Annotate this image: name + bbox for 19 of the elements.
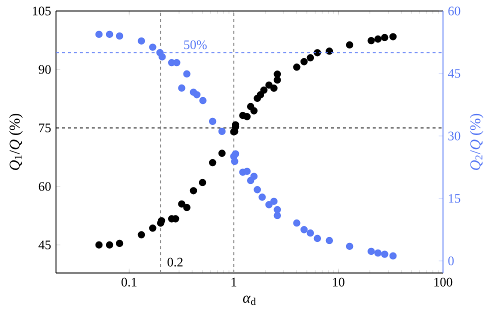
ref-line-label: 50%	[184, 40, 207, 50]
y2-axis-title: Q$_{2}$/Q (%)	[470, 114, 484, 170]
y-tick-label: 90	[38, 65, 51, 74]
y2-tick-label: 30	[448, 132, 460, 140]
y-axis-title: Q$_{1}$/Q (%)	[9, 114, 23, 170]
y-tick-label: 105	[32, 6, 51, 16]
y2-tick-label: 45	[448, 69, 460, 78]
y-tick-label: 45	[38, 240, 51, 250]
x-tick-label: 100	[434, 278, 452, 287]
x-tick-label: 10	[333, 278, 344, 287]
ref-line-label: 0.2	[168, 258, 183, 267]
y2-tick-label: 60	[448, 6, 460, 16]
x-tick-label: 1	[232, 278, 236, 286]
x-tick-label: 0.1	[122, 278, 136, 287]
y2-tick-label: 0	[448, 256, 454, 266]
y-tick-label: 75	[39, 124, 51, 132]
y2-tick-label: 15	[448, 194, 460, 203]
x-axis-title: α$_{d}$	[243, 296, 256, 306]
y-tick-label: 60	[38, 182, 51, 191]
